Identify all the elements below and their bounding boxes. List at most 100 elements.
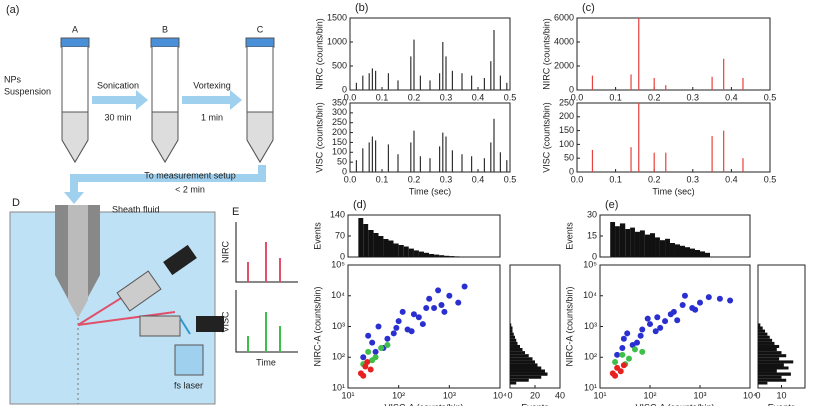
x-tick-label: 0.4 bbox=[725, 174, 738, 184]
hist-bar bbox=[510, 378, 529, 382]
hist-bar bbox=[510, 351, 525, 355]
y-axis-label: VISC (counts/bin) bbox=[314, 102, 324, 173]
hist-bar bbox=[758, 369, 777, 373]
hist-bar bbox=[449, 256, 455, 257]
point bbox=[410, 311, 417, 318]
y-tick-label: 1500 bbox=[327, 12, 347, 22]
y-tick-label: 100 bbox=[559, 139, 574, 149]
hist-bar bbox=[610, 222, 616, 257]
hist-bar bbox=[510, 329, 513, 333]
y-axis-label: NIRC-A (counts/bin) bbox=[564, 286, 574, 366]
hist-bar bbox=[510, 372, 548, 376]
detector bbox=[163, 244, 197, 276]
x-tick-label: 10² bbox=[643, 390, 656, 400]
y-tick-label: 10² bbox=[584, 352, 597, 362]
y-tick-label: 0 bbox=[342, 166, 347, 176]
hist-bar bbox=[758, 381, 768, 385]
hist-bar bbox=[510, 338, 517, 342]
y-tick-label: 50 bbox=[564, 153, 574, 163]
y-tick-label: 300 bbox=[332, 107, 347, 117]
point bbox=[716, 295, 723, 302]
objective bbox=[116, 270, 162, 312]
point bbox=[364, 359, 371, 366]
point bbox=[431, 304, 438, 311]
x-tick-label: 0.0 bbox=[344, 174, 357, 184]
hist-bar bbox=[758, 378, 787, 382]
point bbox=[426, 295, 433, 302]
label: 30 min bbox=[104, 112, 131, 122]
laser-box bbox=[174, 344, 204, 376]
point bbox=[393, 324, 400, 331]
x-tick-label: 0.5 bbox=[504, 92, 517, 102]
label: < 2 min bbox=[175, 184, 205, 194]
point bbox=[438, 302, 445, 309]
point bbox=[679, 302, 686, 309]
point bbox=[365, 348, 372, 355]
hist-bar bbox=[644, 234, 650, 257]
hist-bar bbox=[510, 360, 535, 364]
hist-bar bbox=[358, 218, 364, 257]
hist-bar bbox=[423, 252, 430, 257]
x-axis-label: Events bbox=[521, 402, 549, 406]
hist-bar bbox=[665, 238, 670, 257]
point bbox=[384, 342, 391, 349]
x-tick-label: 0.2 bbox=[408, 92, 421, 102]
point bbox=[634, 339, 641, 346]
hist-bar bbox=[758, 357, 780, 361]
y-tick-label: 250 bbox=[332, 117, 347, 127]
hist-bar bbox=[393, 243, 399, 257]
point bbox=[390, 330, 397, 337]
point bbox=[360, 372, 367, 379]
point bbox=[705, 294, 712, 301]
y-tick-label: 70 bbox=[335, 230, 345, 240]
y-tick-label: 10⁵ bbox=[331, 259, 345, 269]
hist-bar bbox=[758, 363, 784, 367]
point bbox=[624, 330, 631, 337]
point bbox=[372, 348, 379, 355]
y-tick-label: 6000 bbox=[554, 12, 574, 22]
hist-bar bbox=[363, 224, 369, 257]
hist-bar bbox=[434, 254, 440, 257]
y-tick-label: 10¹ bbox=[584, 382, 597, 392]
label: 1 min bbox=[201, 112, 223, 122]
hist-bar bbox=[510, 335, 515, 339]
point bbox=[612, 372, 619, 379]
hist-bar bbox=[758, 329, 766, 333]
x-tick-label: 0.2 bbox=[648, 92, 661, 102]
point bbox=[612, 359, 619, 366]
point bbox=[384, 335, 391, 342]
point bbox=[639, 326, 646, 333]
hist-bar bbox=[510, 323, 512, 327]
point bbox=[367, 366, 374, 373]
point bbox=[619, 344, 626, 351]
hist-bar bbox=[758, 351, 782, 355]
x-tick-label: 0.3 bbox=[687, 174, 700, 184]
x-tick-label: 0.1 bbox=[376, 92, 389, 102]
hist-bar bbox=[758, 360, 794, 364]
point bbox=[654, 314, 661, 321]
x-tick-label: 40 bbox=[555, 390, 565, 400]
point bbox=[697, 299, 703, 306]
nozzle-core bbox=[68, 205, 88, 318]
y-tick-label: 15 bbox=[587, 230, 597, 240]
hist-bar bbox=[418, 251, 424, 257]
x-tick-label: 0.1 bbox=[376, 174, 389, 184]
tubes bbox=[60, 37, 275, 163]
inset-axes bbox=[235, 222, 298, 353]
hist-bar bbox=[758, 375, 782, 379]
panel-label: E bbox=[232, 206, 239, 218]
label: fs laser bbox=[174, 380, 203, 390]
hist-bar bbox=[403, 246, 409, 257]
point bbox=[657, 324, 664, 331]
hist-bar bbox=[510, 369, 545, 373]
y-axis-label: Events bbox=[564, 222, 574, 250]
y-tick-label: 140 bbox=[330, 209, 345, 219]
point bbox=[652, 328, 659, 335]
x-axis-label: Events bbox=[768, 402, 796, 406]
hist-bar bbox=[650, 233, 656, 257]
point bbox=[631, 346, 638, 353]
point bbox=[375, 323, 382, 330]
point bbox=[625, 355, 632, 362]
y-tick-label: 200 bbox=[332, 127, 347, 137]
point bbox=[667, 311, 674, 318]
